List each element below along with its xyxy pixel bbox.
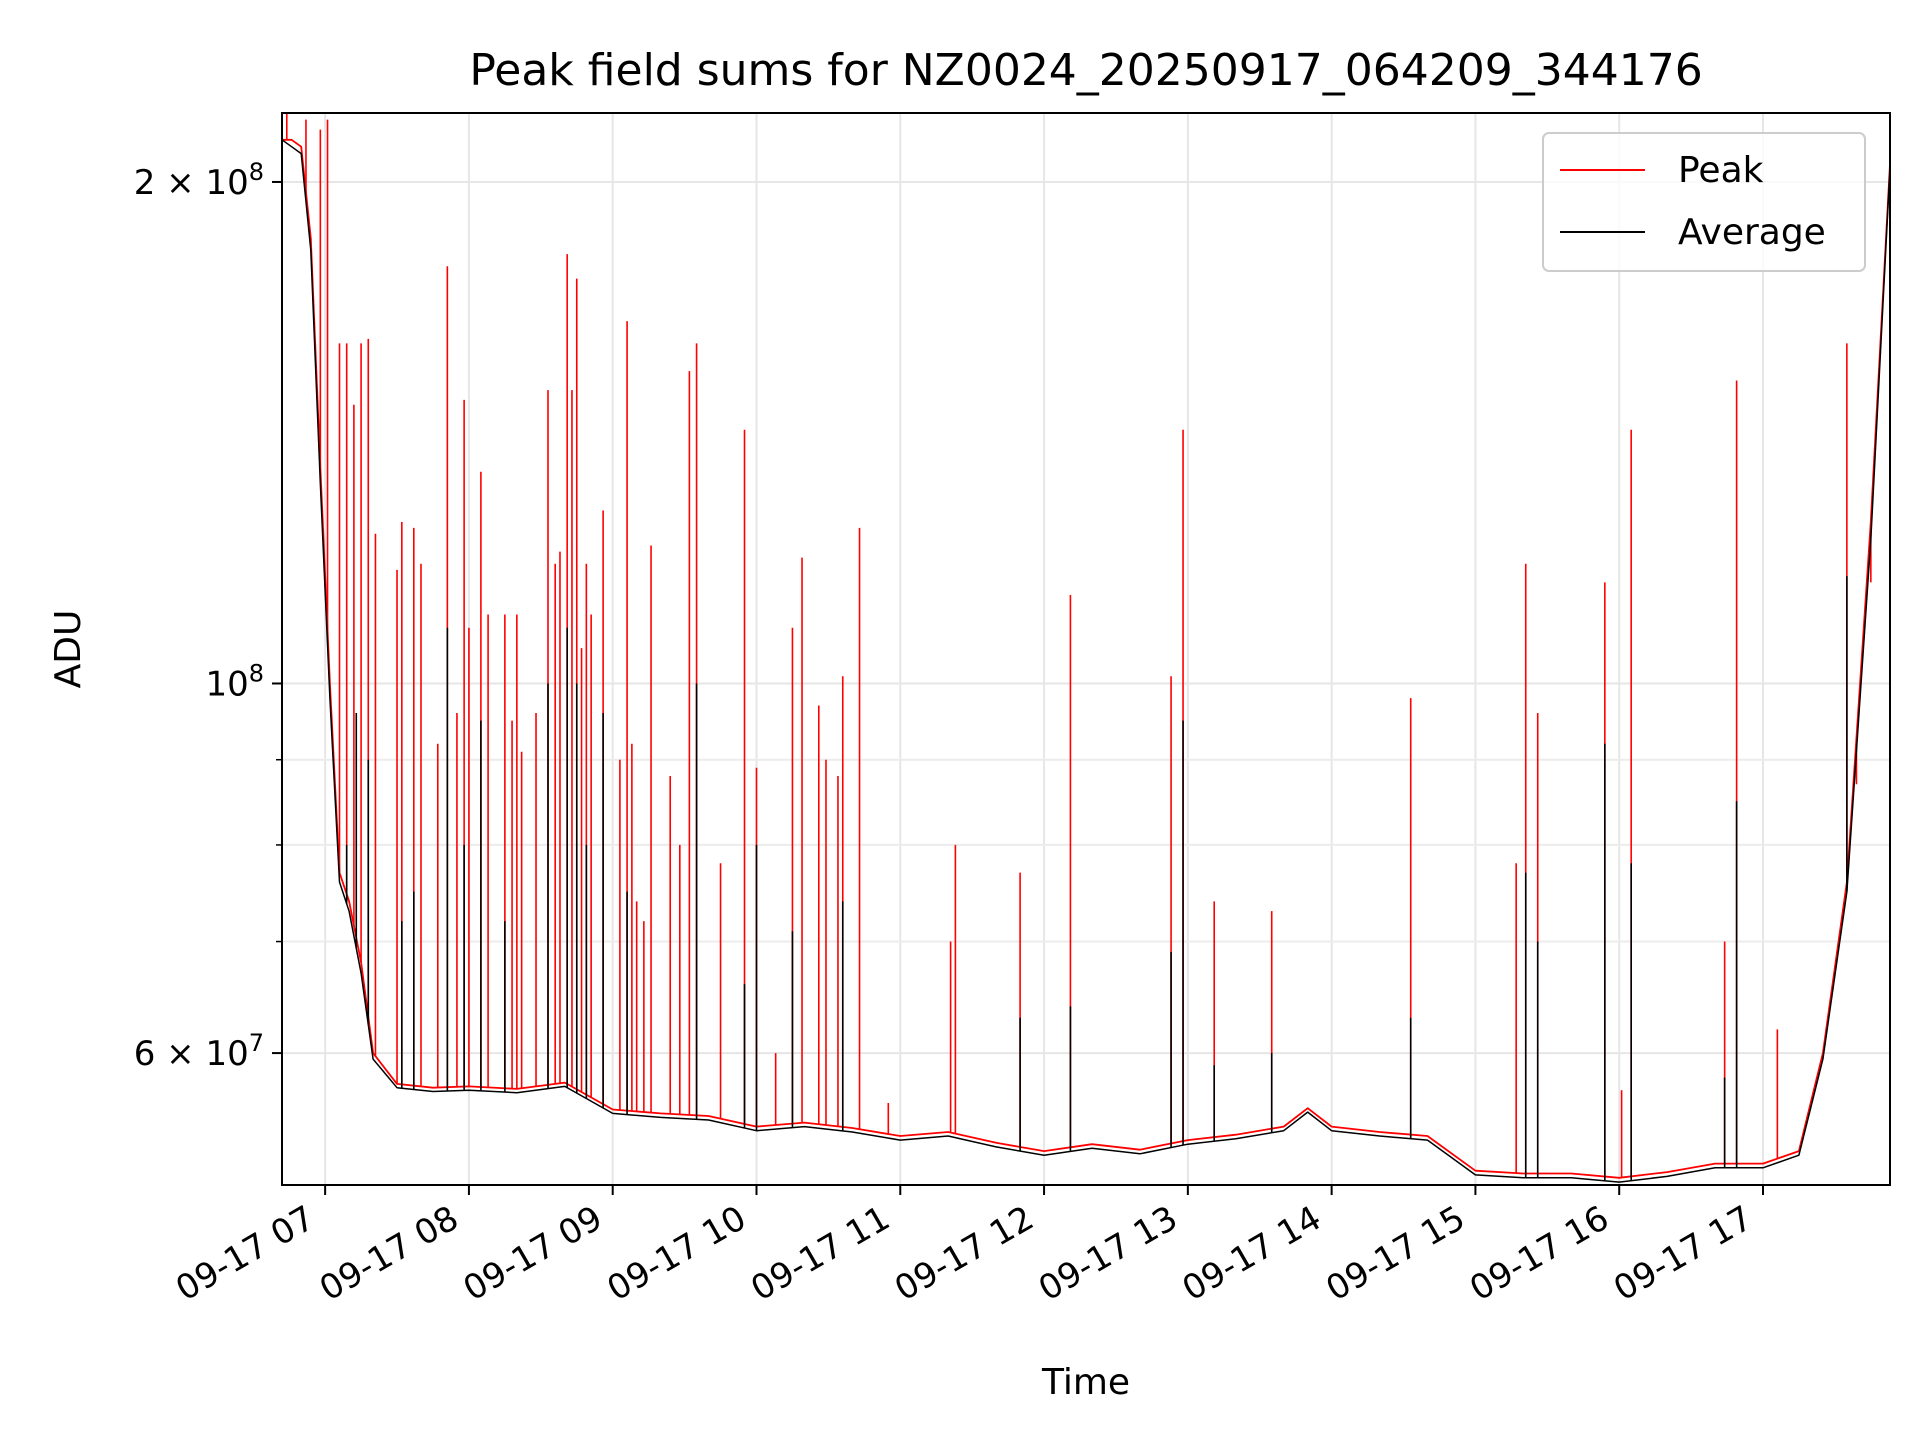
legend-peak-label: Peak xyxy=(1678,150,1764,191)
legend-box xyxy=(1542,132,1866,272)
x-axis-title: Time xyxy=(1041,1362,1130,1403)
legend: Peak Average xyxy=(1542,132,1866,272)
average-line xyxy=(281,139,1891,1183)
y-axis-title: ADU xyxy=(48,610,89,689)
legend-average-label: Average xyxy=(1678,212,1826,253)
grid xyxy=(282,113,1890,1185)
y-tick-label: 6 × 107 xyxy=(134,1029,264,1074)
y-tick-label: 2 × 108 xyxy=(134,158,264,203)
average-series xyxy=(281,139,1891,1183)
peak-line xyxy=(282,138,1891,1179)
chart-title: Peak field sums for NZ0024_20250917_0642… xyxy=(469,45,1702,96)
plot-frame xyxy=(281,112,1891,1186)
y-axis: 6 × 107 108 2 × 108 xyxy=(134,158,282,1074)
y-tick-label: 108 xyxy=(205,659,264,704)
